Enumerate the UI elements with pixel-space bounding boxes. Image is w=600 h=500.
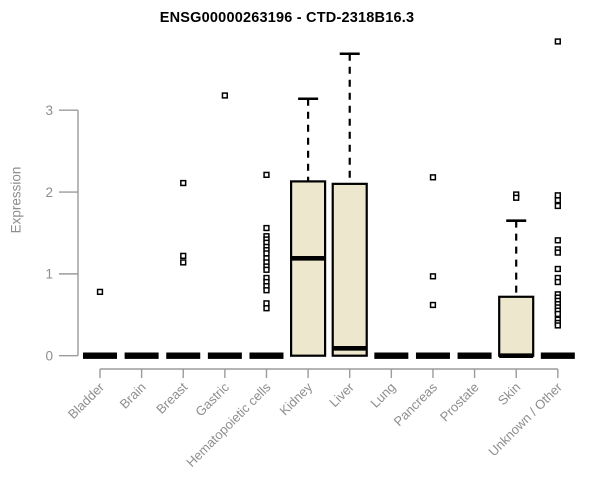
collapsed-box-hematopoietic-cells (249, 352, 284, 359)
outlier-point-hematopoietic-cells (263, 171, 270, 179)
outlier-point-unknown-other (554, 197, 561, 204)
outlier-point-unknown-other (554, 249, 561, 256)
collapsed-box-gastric (207, 352, 242, 359)
outlier-point-unknown-other (554, 265, 561, 273)
outlier-point-hematopoietic-cells (263, 266, 270, 273)
collapsed-box-prostate (457, 352, 492, 359)
box-skin (498, 295, 535, 357)
chart-title: ENSG00000263196 - CTD-2318B16.3 (159, 10, 415, 26)
x-category-label-brain: Brain (117, 380, 149, 412)
x-category-label-bladder: Bladder (65, 379, 108, 422)
outlier-point-unknown-other (554, 192, 561, 199)
box-liver (331, 182, 368, 357)
x-category-label-lung: Lung (367, 380, 398, 411)
x-category-label-prostate: Prostate (437, 380, 482, 425)
collapsed-box-breast (166, 352, 201, 359)
y-tick-label: 3 (45, 103, 53, 118)
x-category-label-gastric: Gastric (192, 379, 232, 419)
collapsed-box-bladder (83, 352, 117, 359)
x-category-label-liver: Liver (326, 379, 357, 410)
outlier-point-unknown-other (554, 278, 561, 286)
outlier-point-breast (180, 252, 187, 260)
outlier-point-breast (180, 259, 187, 266)
outlier-point-bladder (96, 288, 104, 296)
x-category-label-pancreas: Pancreas (391, 379, 441, 429)
outlier-point-pancreas (429, 273, 437, 280)
outlier-point-unknown-other (554, 237, 561, 244)
outlier-point-hematopoietic-cells (263, 305, 270, 312)
outlier-point-unknown-other (554, 310, 561, 318)
collapsed-box-pancreas (415, 352, 450, 359)
box-kidney (290, 180, 327, 357)
y-tick-label: 1 (45, 267, 53, 282)
outlier-point-unknown-other (554, 322, 561, 329)
outlier-point-hematopoietic-cells (263, 250, 270, 257)
outlier-point-unknown-other (554, 202, 561, 210)
outlier-point-hematopoietic-cells (263, 224, 270, 232)
outlier-point-hematopoietic-cells (263, 287, 270, 294)
outlier-point-unknown-other (554, 38, 561, 45)
x-category-label-skin: Skin (495, 380, 523, 408)
outlier-point-breast (180, 179, 187, 187)
y-tick-label: 0 (45, 349, 53, 364)
x-category-label-kidney: Kidney (277, 379, 316, 418)
outlier-point-pancreas (429, 174, 437, 181)
collapsed-box-brain (124, 352, 159, 359)
collapsed-box-unknown-other (540, 352, 575, 359)
outlier-point-hematopoietic-cells (263, 300, 270, 307)
collapsed-box-lung (374, 352, 409, 359)
x-category-label-breast: Breast (153, 379, 190, 416)
y-tick-label: 2 (45, 185, 53, 200)
outlier-point-gastric (221, 92, 229, 99)
outlier-point-skin (513, 194, 520, 201)
x-category-label-unknown-other: Unknown / Other (485, 379, 565, 459)
outlier-point-pancreas (429, 301, 437, 309)
